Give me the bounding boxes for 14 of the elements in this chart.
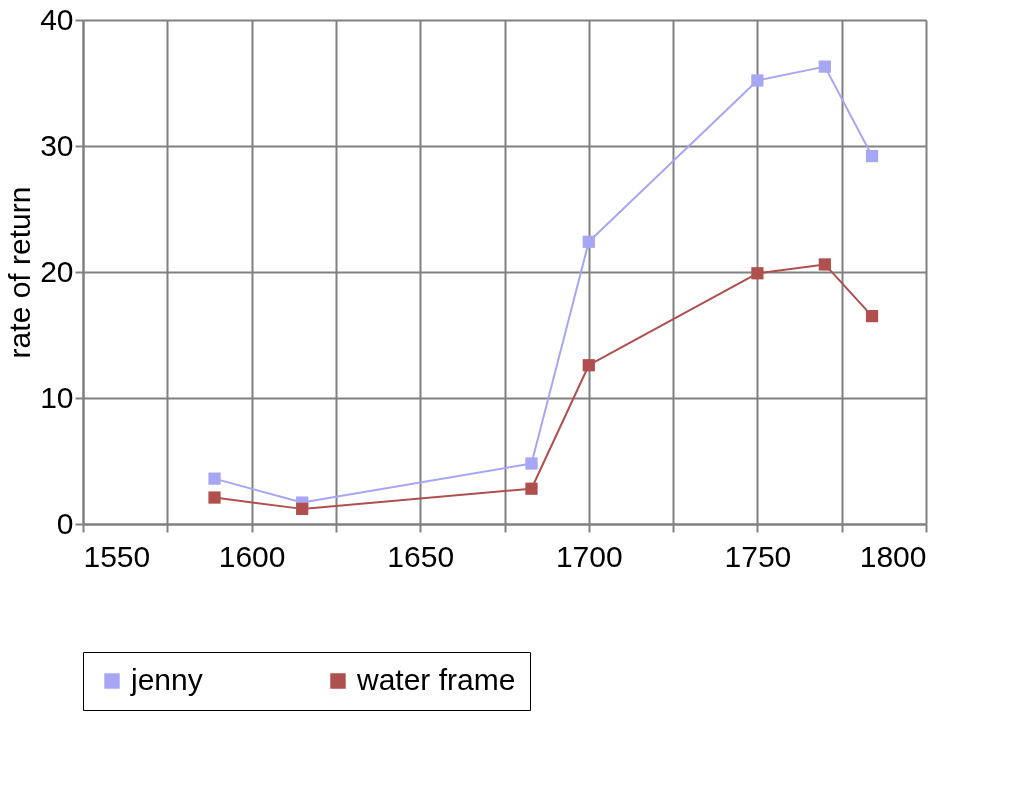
legend-label: jenny [130,663,203,696]
x-tick-label: 1700 [555,539,623,573]
x-tick-label: 1550 [83,539,151,573]
x-tick-label: 1600 [218,539,286,573]
y-tick-label: 30 [40,128,74,162]
legend-label: water frame [356,663,516,696]
y-tick-label: 10 [40,380,74,414]
x-tick-label: 1750 [724,539,792,573]
y-tick-label: 40 [40,2,74,36]
y-tick-label: 0 [56,506,74,540]
x-tick-label: 1650 [387,539,455,573]
y-tick-label: 20 [40,254,74,288]
y-axis-title: rate of return [3,186,37,359]
x-tick-label: 1800 [859,539,927,573]
